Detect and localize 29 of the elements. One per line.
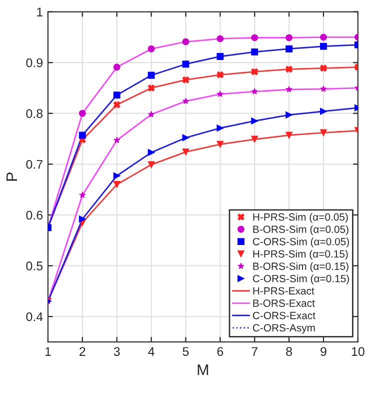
x-axis-title: M	[198, 364, 208, 376]
x-tick-label: 7	[252, 347, 258, 356]
y-tick-label: 0.6	[26, 210, 43, 220]
x-tick-label: 4	[148, 347, 154, 356]
legend-label: B-ORS-Sim (α=0.05)	[253, 225, 348, 236]
y-axis-title: P	[6, 172, 18, 181]
x-tick-label: 8	[286, 347, 292, 356]
x-tick-label: 1	[45, 347, 51, 356]
legend-label: C-ORS-Sim (α=0.15)	[252, 274, 349, 284]
legend-label: H-PRS-Sim (α=0.15)	[253, 250, 348, 260]
x-tick-label: 2	[80, 347, 86, 356]
legend-label: B-ORS-Exact	[253, 300, 315, 307]
y-tick-label: 1	[37, 8, 42, 16]
legend-label: C-ORS-Exact	[252, 312, 316, 320]
legend-label: C-ORS-Asym	[252, 324, 315, 334]
y-tick-label: 0.5	[26, 262, 43, 270]
x-tick-label: 5	[182, 347, 189, 356]
legend-label: H-PRS-Exact	[253, 287, 314, 295]
y-tick-label: 0.9	[26, 58, 43, 68]
legend-label: H-PRS-Sim (α=0.05)	[253, 213, 348, 223]
x-tick-label: 6	[217, 347, 224, 356]
y-tick-label: 0.4	[26, 312, 43, 322]
legend-label: C-ORS-Sim (α=0.05)	[252, 238, 349, 248]
x-tick-label: 9	[320, 347, 326, 356]
x-tick-label: 3	[114, 347, 120, 356]
y-tick-label: 0.8	[26, 109, 43, 118]
y-tick-label: 0.7	[26, 160, 42, 169]
x-tick-label: 10	[352, 347, 364, 356]
legend-label: B-ORS-Sim (α=0.15)	[253, 262, 348, 272]
